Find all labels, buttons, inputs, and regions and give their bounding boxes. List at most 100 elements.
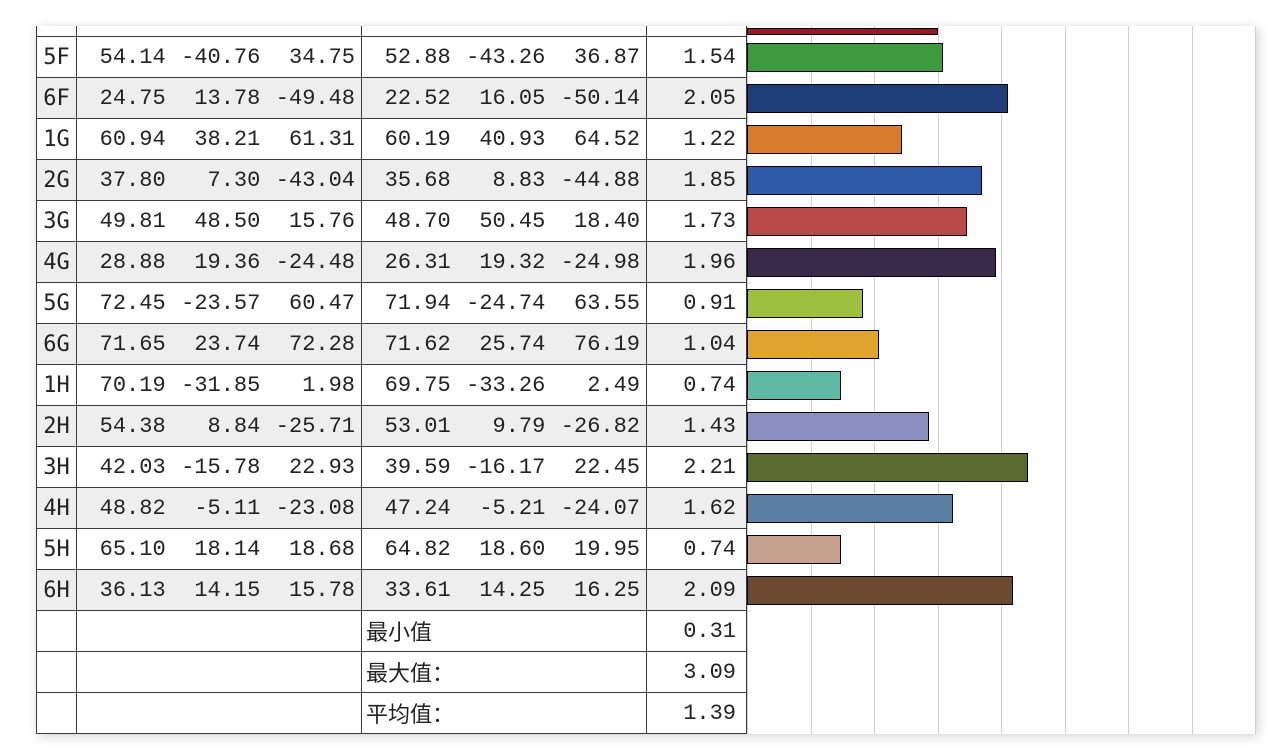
row-bar-cell — [747, 447, 1257, 488]
row-value: 0.91 — [647, 283, 747, 324]
row-value: 1.04 — [647, 324, 747, 365]
row-id: 1H — [37, 365, 77, 406]
row-bar — [747, 453, 1028, 482]
row-triple-a: 42.03-15.7822.93 — [77, 447, 362, 488]
row-bar — [747, 494, 953, 523]
row-value: 0.74 — [647, 365, 747, 406]
row-bar-cell — [747, 201, 1257, 242]
row-triple-b: 48.7050.4518.40 — [362, 201, 647, 242]
row-bar-cell — [747, 242, 1257, 283]
row-triple-a: 54.14-40.7634.75 — [77, 37, 362, 78]
row-value: 1.62 — [647, 488, 747, 529]
row-triple-b: 71.94-24.7463.55 — [362, 283, 647, 324]
table-row: 6G71.6523.7472.2871.6225.7476.191.04 — [37, 324, 1257, 365]
row-bar-cell — [747, 78, 1257, 119]
row-value: 1.85 — [647, 160, 747, 201]
row-bar — [747, 125, 902, 154]
row-id: 6H — [37, 570, 77, 611]
row-triple-b: 53.019.79-26.82 — [362, 406, 647, 447]
row-triple-b: 47.24-5.21-24.07 — [362, 488, 647, 529]
row-bar — [747, 371, 841, 400]
row-triple-b: 22.5216.05-50.14 — [362, 78, 647, 119]
summary-label: 平均值： — [362, 693, 647, 734]
row-bar — [747, 248, 996, 277]
summary-bar-cell — [747, 652, 1257, 693]
row-bar-cell — [747, 570, 1257, 611]
row-triple-b: 26.3119.32-24.98 — [362, 242, 647, 283]
row-id: 2G — [37, 160, 77, 201]
table-row: 1H70.19-31.851.9869.75-33.262.490.74 — [37, 365, 1257, 406]
row-id: 5F — [37, 37, 77, 78]
row-bar-cell — [747, 529, 1257, 570]
data-sheet: 5F54.14-40.7634.7552.88-43.2636.871.546F… — [36, 26, 1256, 734]
row-triple-a: 24.7513.78-49.48 — [77, 78, 362, 119]
row-id: 5G — [37, 283, 77, 324]
row-bar-cell — [747, 488, 1257, 529]
table-row: 2H54.388.84-25.7153.019.79-26.821.43 — [37, 406, 1257, 447]
table-row: 6F24.7513.78-49.4822.5216.05-50.142.05 — [37, 78, 1257, 119]
row-value: 1.43 — [647, 406, 747, 447]
row-triple-a: 36.1314.1515.78 — [77, 570, 362, 611]
row-id: 5H — [37, 529, 77, 570]
row-triple-a: 37.807.30-43.04 — [77, 160, 362, 201]
summary-row: 最大值：3.09 — [37, 652, 1257, 693]
summary-bar-cell — [747, 693, 1257, 734]
row-bar — [747, 43, 943, 72]
row-value: 2.05 — [647, 78, 747, 119]
table-row: 3H42.03-15.7822.9339.59-16.1722.452.21 — [37, 447, 1257, 488]
row-id: 4G — [37, 242, 77, 283]
row-value: 2.21 — [647, 447, 747, 488]
row-value: 1.54 — [647, 37, 747, 78]
data-table: 5F54.14-40.7634.7552.88-43.2636.871.546F… — [36, 26, 1256, 734]
row-id: 3G — [37, 201, 77, 242]
summary-value: 1.39 — [647, 693, 747, 734]
row-triple-b: 52.88-43.2636.87 — [362, 37, 647, 78]
row-bar-cell — [747, 119, 1257, 160]
row-triple-b: 33.6114.2516.25 — [362, 570, 647, 611]
row-value: 1.73 — [647, 201, 747, 242]
row-triple-a: 72.45-23.5760.47 — [77, 283, 362, 324]
table-row: 2G37.807.30-43.0435.688.83-44.881.85 — [37, 160, 1257, 201]
row-bar-cell — [747, 37, 1257, 78]
row-id: 2H — [37, 406, 77, 447]
table-row: 5H65.1018.1418.6864.8218.6019.950.74 — [37, 529, 1257, 570]
row-triple-b: 69.75-33.262.49 — [362, 365, 647, 406]
table-row: 5F54.14-40.7634.7552.88-43.2636.871.54 — [37, 37, 1257, 78]
row-id: 3H — [37, 447, 77, 488]
table-row: 3G49.8148.5015.7648.7050.4518.401.73 — [37, 201, 1257, 242]
table-row: 6H36.1314.1515.7833.6114.2516.252.09 — [37, 570, 1257, 611]
row-bar — [747, 576, 1013, 605]
row-bar — [747, 166, 982, 195]
row-triple-a: 48.82-5.11-23.08 — [77, 488, 362, 529]
row-bar-cell — [747, 160, 1257, 201]
row-bar-cell — [747, 324, 1257, 365]
row-triple-a: 60.9438.2161.31 — [77, 119, 362, 160]
summary-value: 3.09 — [647, 652, 747, 693]
row-bar — [747, 207, 967, 236]
summary-label: 最大值： — [362, 652, 647, 693]
row-triple-b: 71.6225.7476.19 — [362, 324, 647, 365]
row-id: 6F — [37, 78, 77, 119]
row-triple-a: 65.1018.1418.68 — [77, 529, 362, 570]
row-bar — [747, 289, 863, 318]
row-bar-cell — [747, 283, 1257, 324]
table-row: 1G60.9438.2161.3160.1940.9364.521.22 — [37, 119, 1257, 160]
row-value: 0.74 — [647, 529, 747, 570]
row-id: 4H — [37, 488, 77, 529]
row-value: 1.22 — [647, 119, 747, 160]
summary-label: 最小值 — [362, 611, 647, 652]
row-bar-cell — [747, 365, 1257, 406]
summary-row: 平均值：1.39 — [37, 693, 1257, 734]
summary-value: 0.31 — [647, 611, 747, 652]
row-id: 1G — [37, 119, 77, 160]
row-bar — [747, 535, 841, 564]
table-row: 4H48.82-5.11-23.0847.24-5.21-24.071.62 — [37, 488, 1257, 529]
row-bar — [747, 84, 1008, 113]
summary-bar-cell — [747, 611, 1257, 652]
row-triple-a: 49.8148.5015.76 — [77, 201, 362, 242]
row-triple-b: 60.1940.9364.52 — [362, 119, 647, 160]
row-triple-a: 28.8819.36-24.48 — [77, 242, 362, 283]
row-triple-a: 54.388.84-25.71 — [77, 406, 362, 447]
row-triple-a: 71.6523.7472.28 — [77, 324, 362, 365]
summary-row: 最小值0.31 — [37, 611, 1257, 652]
